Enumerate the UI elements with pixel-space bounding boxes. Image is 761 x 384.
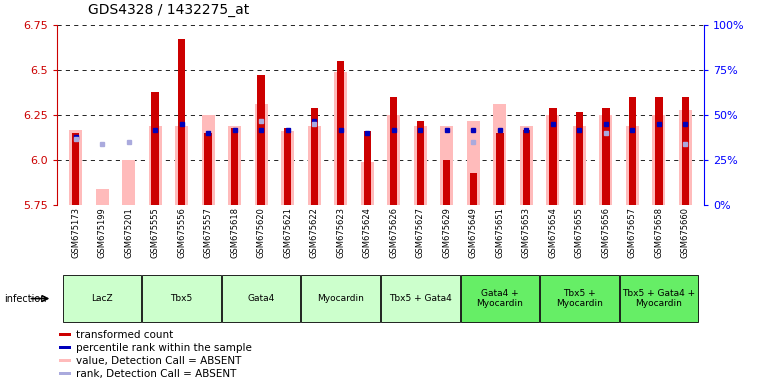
Text: value, Detection Call = ABSENT: value, Detection Call = ABSENT — [76, 356, 242, 366]
Text: GDS4328 / 1432275_at: GDS4328 / 1432275_at — [88, 3, 249, 17]
Bar — [284, 128, 291, 205]
Text: GSM675658: GSM675658 — [654, 207, 664, 258]
Bar — [602, 108, 610, 205]
FancyBboxPatch shape — [222, 275, 301, 323]
Text: GSM675618: GSM675618 — [230, 207, 239, 258]
Text: GSM675654: GSM675654 — [549, 207, 557, 258]
Bar — [414, 126, 427, 205]
Text: Tbx5: Tbx5 — [170, 294, 193, 303]
FancyBboxPatch shape — [381, 275, 460, 323]
Bar — [69, 130, 82, 205]
Text: transformed count: transformed count — [76, 330, 174, 340]
Bar — [520, 126, 533, 205]
Text: GSM675555: GSM675555 — [151, 207, 160, 258]
Bar — [59, 359, 71, 362]
Text: Tbx5 +
Myocardin: Tbx5 + Myocardin — [556, 289, 603, 308]
Bar — [310, 108, 318, 205]
Bar — [655, 97, 663, 205]
Bar — [493, 104, 506, 205]
FancyBboxPatch shape — [619, 275, 698, 323]
Text: GSM675629: GSM675629 — [442, 207, 451, 258]
Text: GSM675173: GSM675173 — [71, 207, 80, 258]
Text: GSM675623: GSM675623 — [336, 207, 345, 258]
Bar — [175, 126, 188, 205]
Bar — [679, 110, 692, 205]
Text: GSM675199: GSM675199 — [97, 207, 107, 258]
Bar — [281, 131, 295, 205]
FancyBboxPatch shape — [301, 275, 380, 323]
Bar — [626, 126, 639, 205]
Bar — [228, 126, 241, 205]
Text: percentile rank within the sample: percentile rank within the sample — [76, 343, 253, 353]
Text: GSM675660: GSM675660 — [681, 207, 690, 258]
Bar — [364, 131, 371, 205]
Text: GSM675557: GSM675557 — [204, 207, 212, 258]
Text: GSM675621: GSM675621 — [283, 207, 292, 258]
Bar — [573, 126, 586, 205]
Bar — [575, 112, 583, 205]
Bar — [334, 72, 347, 205]
Bar — [443, 161, 451, 205]
Bar — [178, 40, 186, 205]
Text: Gata4 +
Myocardin: Gata4 + Myocardin — [476, 289, 524, 308]
Bar — [387, 115, 400, 205]
Bar — [205, 133, 212, 205]
Text: GSM675626: GSM675626 — [390, 207, 398, 258]
Text: GSM675556: GSM675556 — [177, 207, 186, 258]
Text: GSM675620: GSM675620 — [256, 207, 266, 258]
Bar — [546, 115, 559, 205]
Bar — [652, 115, 665, 205]
Bar — [629, 97, 636, 205]
Bar — [255, 104, 268, 205]
Bar — [390, 97, 397, 205]
Bar — [72, 133, 79, 205]
Bar — [682, 97, 689, 205]
Bar — [231, 128, 238, 205]
Bar — [466, 121, 480, 205]
Text: infection: infection — [4, 293, 46, 304]
Bar — [337, 61, 345, 205]
Bar — [523, 130, 530, 205]
Text: GSM675624: GSM675624 — [363, 207, 371, 258]
Text: GSM675649: GSM675649 — [469, 207, 478, 258]
Bar — [96, 189, 109, 205]
Text: GSM675656: GSM675656 — [601, 207, 610, 258]
Bar — [151, 92, 159, 205]
Text: GSM675651: GSM675651 — [495, 207, 505, 258]
Text: Myocardin: Myocardin — [317, 294, 365, 303]
FancyBboxPatch shape — [540, 275, 619, 323]
Bar — [59, 346, 71, 349]
Text: Tbx5 + Gata4 +
Myocardin: Tbx5 + Gata4 + Myocardin — [622, 289, 696, 308]
Text: Gata4: Gata4 — [247, 294, 275, 303]
Bar — [496, 133, 504, 205]
Text: LacZ: LacZ — [91, 294, 113, 303]
Text: GSM675657: GSM675657 — [628, 207, 637, 258]
FancyBboxPatch shape — [142, 275, 221, 323]
Text: GSM675655: GSM675655 — [575, 207, 584, 258]
Text: Tbx5 + Gata4: Tbx5 + Gata4 — [389, 294, 451, 303]
Bar — [599, 115, 613, 205]
Bar — [440, 126, 454, 205]
FancyBboxPatch shape — [460, 275, 539, 323]
Bar — [257, 76, 265, 205]
Bar — [416, 121, 424, 205]
Bar — [148, 126, 162, 205]
Bar — [549, 108, 556, 205]
Bar — [470, 173, 477, 205]
Text: GSM675627: GSM675627 — [416, 207, 425, 258]
Bar — [122, 161, 135, 205]
Bar — [202, 115, 215, 205]
Text: GSM675201: GSM675201 — [124, 207, 133, 258]
Bar — [361, 162, 374, 205]
FancyBboxPatch shape — [63, 275, 142, 323]
Text: rank, Detection Call = ABSENT: rank, Detection Call = ABSENT — [76, 369, 237, 379]
Bar — [59, 333, 71, 336]
Bar — [59, 372, 71, 375]
Text: GSM675653: GSM675653 — [522, 207, 531, 258]
Bar — [307, 126, 321, 205]
Text: GSM675622: GSM675622 — [310, 207, 319, 258]
